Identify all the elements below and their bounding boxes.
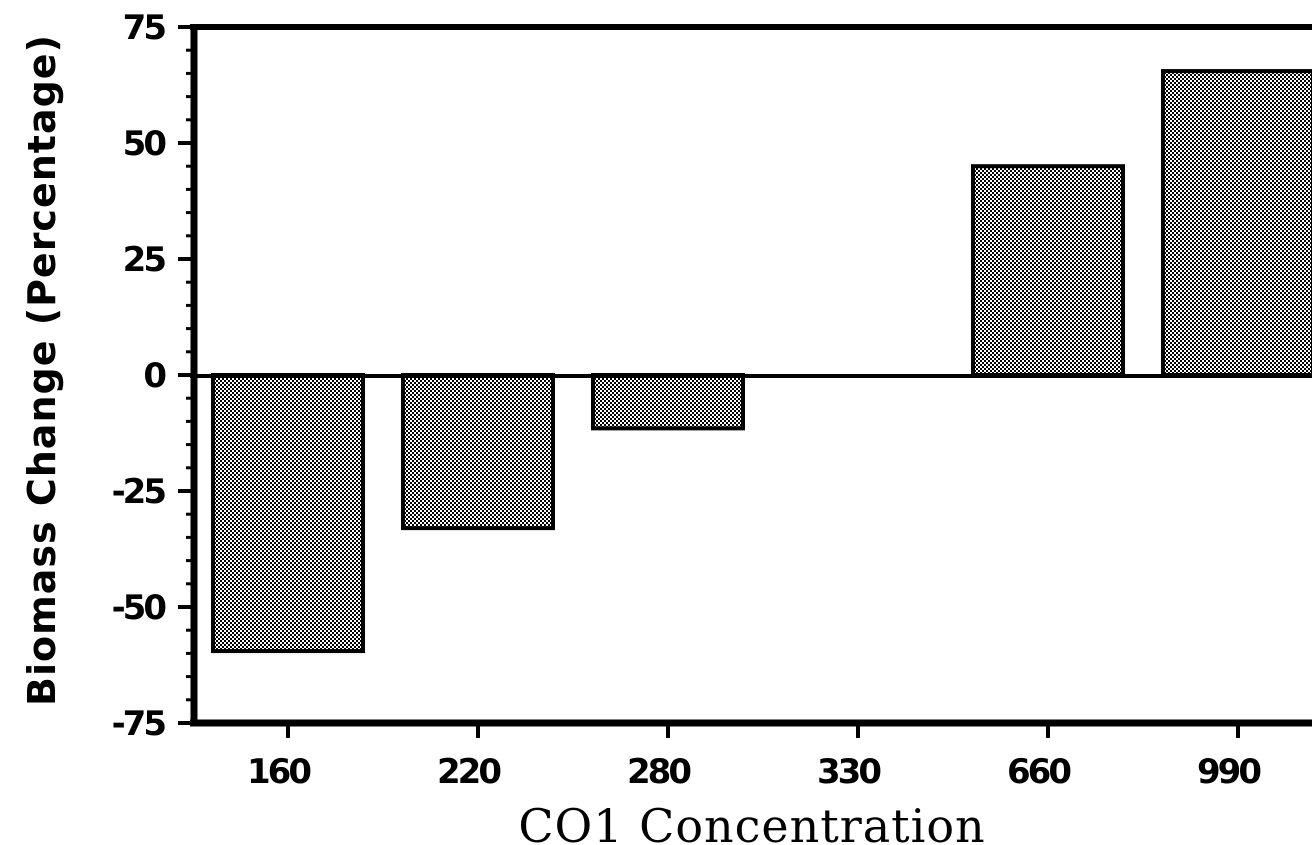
y-tick-label: 0 [143, 356, 166, 396]
y-tick-label: -75 [112, 704, 166, 744]
y-axis-label: Biomass Change (Percentage) [20, 34, 64, 706]
y-ticks-group: 75 50 25 0 -25 -50 -75 [112, 8, 194, 744]
y-tick-label: -50 [112, 588, 167, 628]
x-tick-label: 280 [627, 752, 691, 792]
bar-280 [591, 373, 745, 431]
x-tick-label: 330 [817, 752, 881, 792]
x-tick-label: 990 [1197, 752, 1261, 792]
y-tick-label: 25 [123, 240, 166, 280]
bar-660 [971, 164, 1125, 377]
x-tick-label: 160 [247, 752, 311, 792]
y-tick-label: 75 [123, 8, 166, 48]
y-tick-label: -25 [112, 472, 166, 512]
x-axis-label: CO1 Concentration [518, 799, 985, 845]
bar-990 [1161, 69, 1312, 378]
y-tick-label: 50 [123, 124, 167, 164]
x-ticks-group: 160 220 280 330 660 990 [247, 723, 1264, 792]
bars-group [211, 69, 1312, 654]
x-tick-label: 220 [437, 752, 501, 792]
x-tick-label: 660 [1007, 752, 1071, 792]
bar-220 [401, 373, 555, 531]
bar-160 [211, 373, 365, 654]
